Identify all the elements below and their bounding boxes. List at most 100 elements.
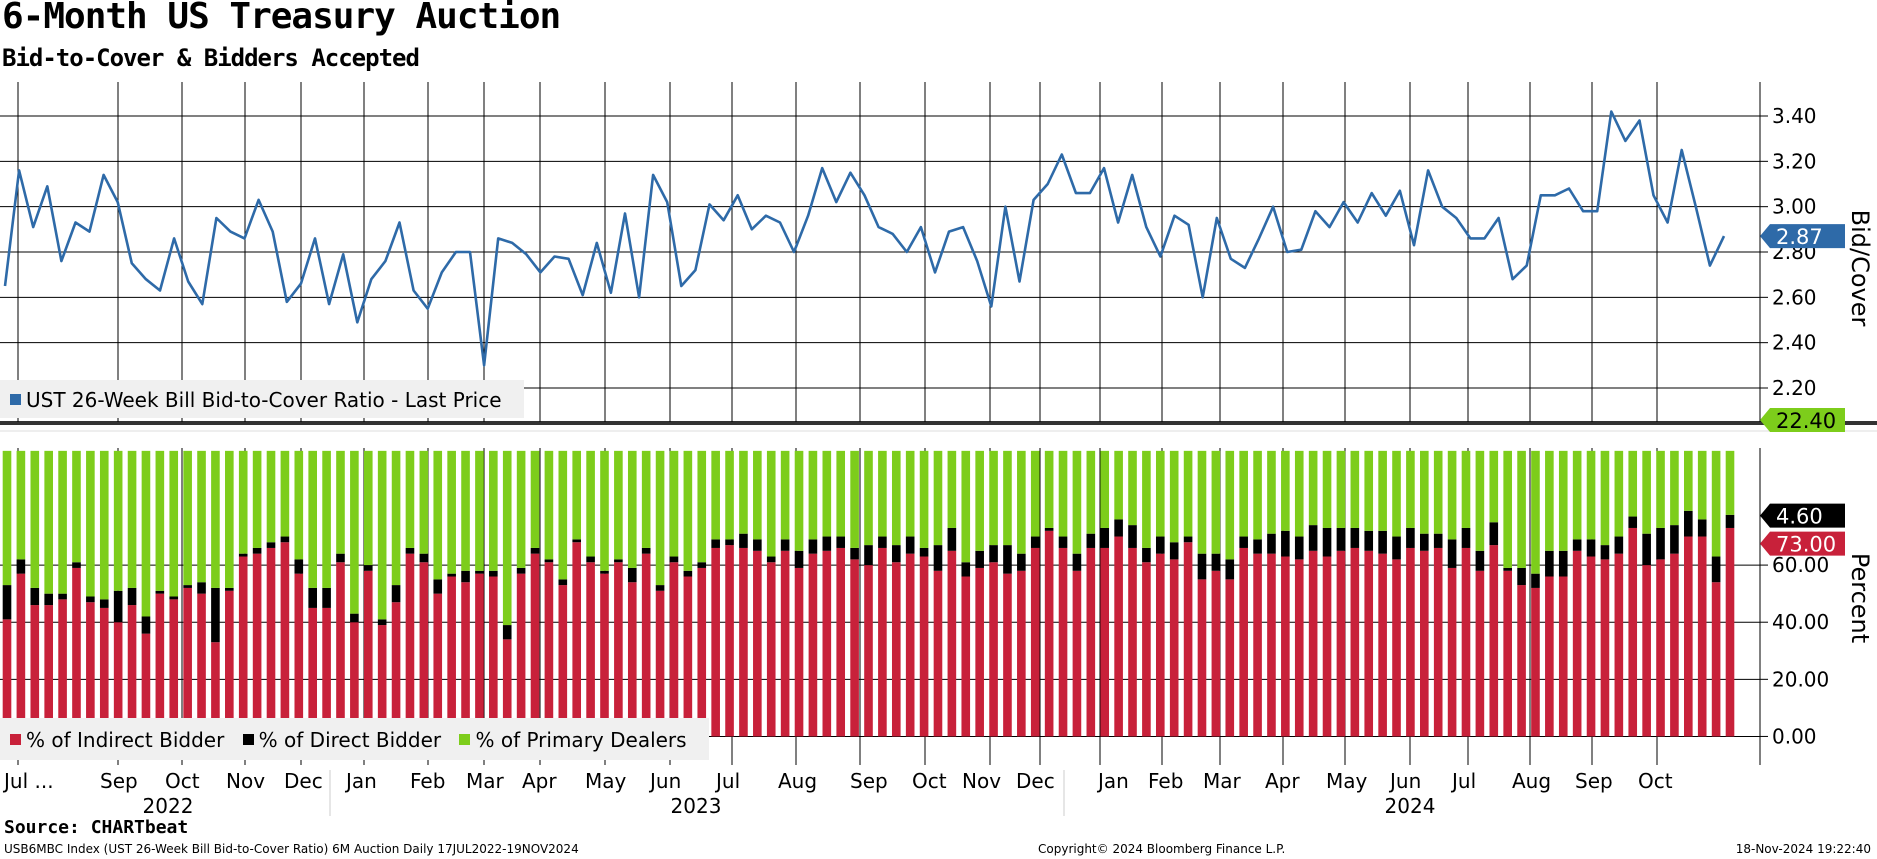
bar-direct <box>516 567 526 574</box>
bar-primary <box>1308 450 1318 526</box>
bar-primary <box>72 450 81 563</box>
bar-indirect <box>211 642 220 737</box>
bar-direct <box>822 536 832 551</box>
bar-primary <box>1475 450 1485 551</box>
bar-primary <box>544 450 554 560</box>
bar-direct <box>919 547 929 557</box>
bar-direct <box>363 565 373 571</box>
chart-title: 6-Month US Treasury Auction <box>2 0 561 37</box>
bar-indirect <box>1364 550 1374 737</box>
bar-primary <box>419 450 429 554</box>
bar-direct <box>447 573 456 577</box>
bar-primary <box>878 450 887 537</box>
bar-primary <box>1350 450 1360 528</box>
bar-direct <box>1684 510 1693 537</box>
footer-copyright: Copyright© 2024 Bloomberg Finance L.P. <box>1038 842 1286 856</box>
bar-primary <box>1447 450 1457 540</box>
bar-primary <box>1128 450 1137 526</box>
bar-indirect <box>711 547 720 737</box>
bar-primary <box>753 450 762 540</box>
bar-primary <box>405 450 415 548</box>
bar-indirect <box>433 593 443 737</box>
bar-direct <box>72 562 81 568</box>
bar-direct <box>475 570 484 574</box>
bar-direct <box>1392 536 1401 560</box>
bar-indirect <box>1531 587 1540 737</box>
x-month-label: Mar <box>466 769 505 793</box>
bar-primary <box>363 450 373 566</box>
bar-direct <box>697 562 707 568</box>
bar-indirect <box>1308 550 1318 737</box>
bar-indirect <box>1600 559 1610 737</box>
bar-indirect <box>1017 570 1026 737</box>
legend-swatch-indirect <box>10 734 21 745</box>
bar-primary <box>711 450 720 540</box>
bar-primary <box>669 450 679 557</box>
bar-primary <box>822 450 832 537</box>
bar-primary <box>516 450 526 568</box>
bar-primary <box>1461 450 1471 528</box>
bar-primary <box>1197 450 1207 554</box>
bar-primary <box>44 450 53 594</box>
bar-indirect <box>113 622 123 737</box>
bar-indirect <box>1628 527 1638 737</box>
ytick-label-top: 3.40 <box>1772 104 1817 128</box>
x-month-label: Sep <box>100 769 138 793</box>
last-value-label-indirect: 73.00 <box>1776 533 1836 557</box>
x-month-label: Sep <box>1575 769 1613 793</box>
bar-direct <box>377 619 387 626</box>
legend-item-primary: % of Primary Dealers <box>459 728 687 752</box>
bar-primary <box>489 450 498 571</box>
bar-indirect <box>1169 559 1179 737</box>
bar-direct <box>1600 545 1610 560</box>
bar-direct <box>1447 539 1457 568</box>
legend-swatch-direct <box>242 734 254 745</box>
x-month-label: Jun <box>1388 769 1421 793</box>
bar-direct <box>808 539 818 554</box>
bar-direct <box>1086 533 1096 548</box>
bar-direct <box>1419 533 1429 551</box>
bar-direct <box>350 613 359 623</box>
bar-indirect <box>377 625 387 737</box>
bar-primary <box>1322 450 1332 528</box>
bar-primary <box>169 450 179 597</box>
legend-item-direct: % of Direct Bidder <box>242 728 441 752</box>
bar-primary <box>1558 450 1568 551</box>
bar-direct <box>1169 542 1179 560</box>
bar-direct <box>1142 547 1151 563</box>
bar-indirect <box>1044 530 1054 737</box>
bar-indirect <box>614 562 623 737</box>
bar-indirect <box>405 553 415 737</box>
bar-primary <box>197 450 206 583</box>
bar-direct <box>433 579 443 594</box>
bar-primary <box>16 450 26 560</box>
bar-direct <box>780 539 790 551</box>
bar-direct <box>1433 533 1443 548</box>
x-month-label: Feb <box>410 769 445 793</box>
bar-primary <box>1406 450 1415 528</box>
bar-indirect <box>558 585 568 737</box>
bar-direct <box>280 536 290 543</box>
last-value-label-direct: 4.60 <box>1776 505 1823 529</box>
bar-direct <box>1586 539 1596 557</box>
bar-primary <box>558 450 568 580</box>
bar-direct <box>86 596 95 603</box>
x-month-label: Jan <box>344 769 377 793</box>
bar-indirect <box>1642 565 1651 737</box>
bar-direct <box>252 547 262 554</box>
bar-indirect <box>1086 547 1096 737</box>
bar-indirect <box>72 567 81 737</box>
bar-primary <box>1684 450 1693 511</box>
bar-indirect <box>252 553 262 737</box>
bar-primary <box>1225 450 1235 560</box>
bar-primary <box>1642 450 1651 534</box>
bar-direct <box>58 593 67 600</box>
bar-indirect <box>766 562 776 737</box>
bar-direct <box>669 556 679 563</box>
bar-direct <box>1281 530 1290 557</box>
bar-indirect <box>1267 553 1276 737</box>
bar-primary <box>1142 450 1151 548</box>
bar-indirect <box>1003 573 1012 737</box>
bar-direct <box>1128 525 1137 548</box>
bar-primary <box>961 450 971 563</box>
